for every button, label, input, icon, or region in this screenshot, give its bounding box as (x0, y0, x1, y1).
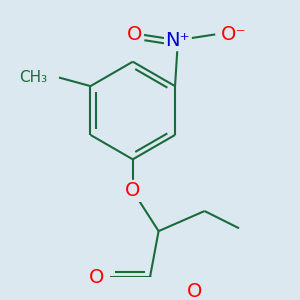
Text: O⁻: O⁻ (221, 25, 247, 44)
Text: O: O (125, 182, 140, 200)
Text: O: O (187, 282, 203, 300)
Text: O: O (127, 25, 142, 44)
Text: N⁺: N⁺ (166, 31, 190, 50)
Text: CH₃: CH₃ (19, 70, 47, 85)
Text: O: O (89, 268, 104, 286)
